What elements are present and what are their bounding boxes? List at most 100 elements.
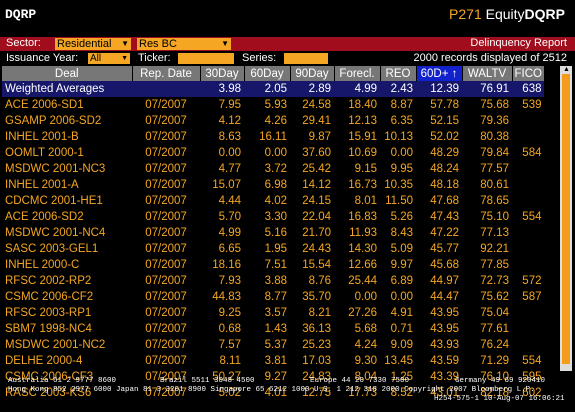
equity-label: Equity: [485, 6, 525, 22]
table-cell: 10.69: [348, 147, 377, 159]
series-label: Series:: [242, 52, 277, 64]
sector-dropdown[interactable]: Residential ▼: [55, 38, 131, 50]
deal-name-cell: MSDWC 2001-NC4: [5, 227, 106, 239]
table-cell: 4.99: [218, 227, 241, 239]
deal-name-cell: OOMLT 2000-1: [5, 147, 84, 159]
table-cell: 7.93: [218, 275, 241, 287]
column-header-waltv[interactable]: WALTV: [462, 66, 513, 81]
table-cell: [512, 225, 544, 241]
table-row[interactable]: SBM7 1998-NC4 07/2007 0.68 1.43 36.13 5.68 0.7…: [2, 321, 544, 337]
table-row[interactable]: ACE 2006-SD1 07/2007 7.95 5.93 24.58 18.40 8.8…: [2, 97, 544, 113]
table-cell: 25.42: [302, 163, 331, 175]
table-row[interactable]: OOMLT 2000-1 07/2007 0.00 0.00 37.60 10.69 0.0…: [2, 145, 544, 161]
table-cell: 3.81: [264, 355, 287, 367]
chevron-down-icon: ▼: [121, 39, 129, 48]
issuance-year-label: Issuance Year:: [6, 52, 79, 64]
table-cell: 37.60: [302, 147, 331, 159]
column-header-fico[interactable]: FICO: [512, 66, 545, 81]
table-cell: 07/2007: [145, 99, 187, 111]
series-input[interactable]: [284, 53, 328, 64]
table-cell: 8.11: [219, 355, 241, 367]
table-cell: 4.12: [218, 115, 241, 127]
table-cell: 0.68: [218, 323, 241, 335]
table-cell: 25.23: [302, 339, 331, 351]
table-cell: 13.45: [384, 355, 413, 367]
table-cell: 47.22: [430, 227, 459, 239]
table-row[interactable]: CDCMC 2001-HE1 07/2007 4.44 4.02 24.15 8.01 11…: [2, 193, 544, 209]
table-row[interactable]: RFSC 2003-RP1 07/2007 9.25 3.57 8.21 27.26 4.9…: [2, 305, 544, 321]
table-cell: 76.91: [462, 81, 512, 97]
table-cell: 79.36: [480, 115, 509, 127]
column-header-30day[interactable]: 30Day: [200, 66, 245, 81]
deal-name-cell: RFSC 2003-RP1: [5, 307, 92, 319]
table-row[interactable]: MSDWC 2001-NC4 07/2007 4.99 5.16 21.70 11.93 8…: [2, 225, 544, 241]
table-row[interactable]: CSMC 2006-CF3 07/2007 50.27 9.27 24.83 8.04 1.…: [2, 369, 544, 385]
column-header-60day[interactable]: 60Day: [244, 66, 291, 81]
scrollbar-thumb[interactable]: [562, 74, 570, 364]
table-cell: 602: [522, 387, 542, 399]
table-row[interactable]: INHEL 2001-B 07/2007 8.63 16.11 9.87 15.91 10.…: [2, 129, 544, 145]
issuance-year-dropdown[interactable]: All ▼: [88, 53, 130, 64]
footer-line1-europe: Europe 44 20 7330 7500: [310, 377, 410, 385]
table-row[interactable]: ACE 2006-SD2 07/2007 5.70 3.30 22.04 16.83 5.2…: [2, 209, 544, 225]
table-cell: 07/2007: [145, 211, 187, 223]
table-cell: 2.05: [244, 81, 290, 97]
table-row[interactable]: GSAMP 2006-SD2 07/2007 4.12 4.26 29.41 12.13 6…: [2, 113, 544, 129]
table-row[interactable]: MSDWC 2001-NC3 07/2007 4.77 3.72 25.42 9.15 9.…: [2, 161, 544, 177]
table-header-row: Deal Rep. Date 30Day 60Day 90Day Forecl.…: [2, 66, 545, 81]
column-header-rep-date[interactable]: Rep. Date: [132, 66, 201, 81]
table-cell: 07/2007: [145, 195, 187, 207]
table-cell: 14.12: [302, 179, 331, 191]
table-row[interactable]: CSMC 2006-CF2 07/2007 44.83 8.77 35.70 0.00 0.…: [2, 289, 544, 305]
table-cell: 43.39: [430, 371, 459, 383]
table-cell: 6.35: [390, 115, 413, 127]
scroll-up-icon[interactable]: ▲: [563, 66, 570, 73]
column-header-deal[interactable]: Deal: [2, 66, 133, 81]
footer-line1-brazil: Brazil 5511 3048 4500: [160, 377, 255, 385]
table-cell: 4.24: [354, 339, 377, 351]
table-cell: 92.21: [480, 243, 509, 255]
deal-name-cell: ACE 2006-SD1: [5, 99, 84, 111]
deal-name-cell: CSMC 2006-CF3: [5, 371, 94, 383]
weighted-averages-row[interactable]: Weighted Averages 3.98 2.05 2.89 4.99 2.…: [2, 81, 545, 97]
column-header-forecl[interactable]: Forecl.: [334, 66, 381, 81]
table-cell: 0.00: [390, 291, 413, 303]
table-cell: 16.83: [348, 211, 377, 223]
table-row[interactable]: SASC 2003-GEL1 07/2007 6.65 1.95 24.43 14.30 5…: [2, 241, 544, 257]
table-cell: 1.25: [390, 371, 413, 383]
ticker-input[interactable]: [178, 53, 234, 64]
table-row[interactable]: INHEL 2001-A 07/2007 15.07 6.98 14.12 16.73 10…: [2, 177, 544, 193]
column-header-reo[interactable]: REO: [380, 66, 417, 81]
table-cell: 07/2007: [145, 387, 187, 399]
table-cell: 07/2007: [145, 115, 187, 127]
vertical-scrollbar[interactable]: ▲: [560, 66, 572, 371]
column-header-60d-plus[interactable]: 60D+ ↑: [416, 66, 463, 81]
table-cell: 587: [522, 291, 542, 303]
table-cell: 4.02: [264, 195, 287, 207]
table-cell: [132, 81, 200, 97]
table-row[interactable]: MSDWC 2001-NC2 07/2007 7.57 5.37 25.23 4.24 9.…: [2, 337, 544, 353]
table-cell: 12.66: [348, 259, 377, 271]
table-row[interactable]: INHEL 2000-C 07/2007 18.16 7.51 15.54 12.66 9.…: [2, 257, 544, 273]
page-number: P271: [449, 6, 482, 22]
table-cell: 8.01: [354, 195, 377, 207]
table-cell: 9.30: [354, 355, 377, 367]
table-cell: 5.26: [390, 211, 413, 223]
table-cell: 7.51: [264, 259, 287, 271]
table-row[interactable]: DELHE 2000-4 07/2007 8.11 3.81 17.03 9.30 13.4…: [2, 353, 544, 369]
table-cell: 43.01: [430, 387, 459, 399]
table-row[interactable]: RASC 2003-KS6 07/2007 5.02 4.01 12.75 17.73 8.…: [2, 385, 544, 401]
subsector-dropdown[interactable]: Res BC ▼: [137, 38, 231, 50]
deal-name-cell: CDCMC 2001-HE1: [5, 195, 103, 207]
table-cell: 75.04: [480, 307, 509, 319]
table-cell: 9.95: [390, 163, 413, 175]
deal-name-cell: DELHE 2000-4: [5, 355, 83, 367]
deal-name-cell: INHEL 2001-B: [5, 131, 79, 143]
page-indicator: P271 EquityDQRP: [449, 6, 565, 22]
table-cell: 77.57: [480, 163, 509, 175]
table-row[interactable]: RFSC 2002-RP2 07/2007 7.93 3.88 8.76 25.44 6.8…: [2, 273, 544, 289]
averages-label: Weighted Averages: [2, 81, 132, 97]
table-cell: 45.77: [430, 243, 459, 255]
column-header-90day[interactable]: 90Day: [290, 66, 335, 81]
